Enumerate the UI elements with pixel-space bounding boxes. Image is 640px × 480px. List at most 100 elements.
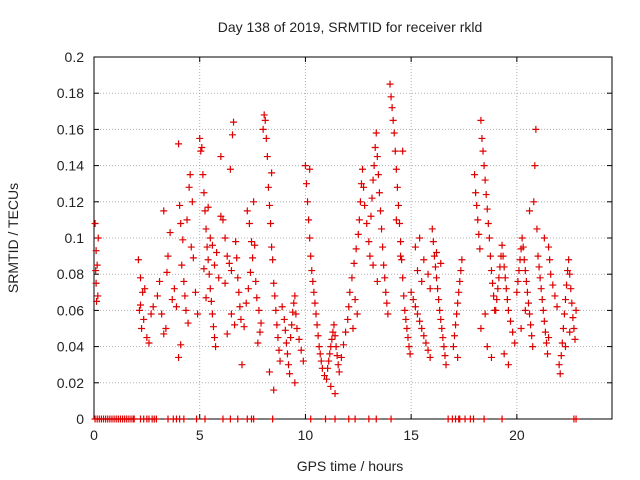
data-point — [264, 183, 272, 191]
data-point — [256, 328, 264, 336]
data-point — [482, 191, 490, 199]
data-point — [528, 332, 536, 340]
data-point — [556, 370, 564, 378]
data-point — [186, 171, 194, 179]
data-point — [504, 361, 512, 369]
data-point — [524, 299, 532, 307]
data-point — [134, 256, 142, 264]
data-point — [536, 274, 544, 282]
data-point — [137, 301, 145, 309]
data-point — [183, 216, 191, 224]
data-point — [342, 328, 350, 336]
data-point — [522, 277, 530, 285]
data-point — [359, 165, 367, 173]
data-point — [381, 274, 389, 282]
data-point — [204, 256, 212, 264]
data-point — [309, 277, 317, 285]
data-point — [198, 144, 206, 151]
data-point — [503, 296, 511, 304]
data-point — [211, 334, 219, 342]
data-point — [352, 245, 360, 253]
data-point — [268, 169, 276, 177]
data-point — [498, 415, 506, 423]
data-point — [333, 352, 341, 360]
data-point — [426, 285, 434, 293]
data-point — [302, 180, 310, 188]
data-point — [480, 415, 488, 423]
data-point — [373, 277, 381, 285]
data-point — [199, 171, 207, 179]
data-point — [328, 335, 336, 343]
data-point — [255, 306, 263, 314]
data-point — [422, 339, 430, 347]
data-point — [311, 299, 319, 307]
data-point — [269, 415, 277, 423]
data-point — [523, 288, 531, 296]
data-point — [306, 234, 314, 242]
data-point — [363, 220, 371, 228]
data-point — [369, 261, 377, 269]
data-point — [458, 256, 466, 264]
data-point — [418, 277, 426, 285]
data-point — [501, 274, 509, 282]
data-point — [366, 252, 374, 260]
data-point — [537, 285, 545, 293]
data-point — [489, 279, 497, 287]
data-point — [567, 285, 575, 293]
data-point — [325, 357, 333, 365]
data-point — [369, 176, 377, 184]
data-point — [250, 198, 258, 206]
data-point — [335, 368, 343, 376]
data-point — [243, 207, 251, 215]
data-point — [441, 352, 449, 360]
data-point — [345, 415, 353, 423]
data-point — [424, 270, 432, 278]
data-point — [217, 212, 225, 220]
data-point — [416, 234, 424, 242]
data-point — [544, 350, 552, 358]
y-tick-label: 0.14 — [57, 158, 84, 174]
data-point — [411, 243, 419, 251]
data-point — [212, 343, 220, 351]
data-point — [291, 292, 299, 300]
data-point — [477, 116, 485, 124]
data-point — [411, 303, 419, 311]
data-point — [250, 415, 258, 423]
data-point — [387, 93, 395, 101]
data-point — [483, 205, 491, 213]
data-point — [135, 306, 143, 314]
data-point — [570, 325, 578, 332]
data-point — [281, 326, 289, 334]
data-point — [494, 285, 502, 293]
data-point — [270, 279, 278, 287]
data-point — [334, 361, 342, 369]
data-point — [276, 357, 284, 365]
data-point — [539, 306, 547, 314]
data-point — [484, 220, 492, 228]
data-point — [160, 207, 168, 215]
data-point — [172, 303, 180, 311]
data-point — [354, 230, 362, 238]
data-point — [91, 220, 99, 228]
data-point — [292, 310, 300, 318]
data-point — [215, 274, 223, 282]
data-point — [351, 296, 359, 304]
data-point — [270, 386, 278, 394]
data-point — [392, 165, 400, 173]
data-point — [273, 321, 281, 329]
data-point — [93, 297, 101, 305]
data-point — [197, 147, 205, 155]
data-point — [185, 183, 193, 191]
data-point — [396, 220, 404, 228]
data-point — [329, 328, 337, 336]
data-point — [305, 216, 313, 224]
data-point — [200, 265, 208, 273]
data-point — [244, 285, 252, 293]
data-point — [164, 252, 172, 260]
data-point — [209, 323, 217, 331]
data-point — [160, 330, 168, 338]
data-point — [402, 315, 410, 323]
data-point — [304, 198, 312, 206]
data-point — [235, 288, 243, 296]
